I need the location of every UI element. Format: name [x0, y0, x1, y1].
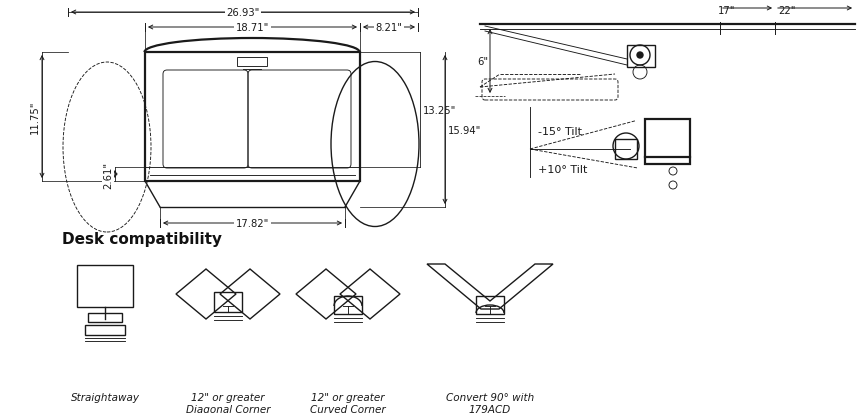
Text: 13.25": 13.25"	[423, 105, 456, 115]
Bar	[145, 53, 360, 182]
Text: 8.21": 8.21"	[376, 23, 403, 33]
Text: Desk compatibility: Desk compatibility	[62, 231, 222, 247]
Text: 12" or greater
Diagonal Corner: 12" or greater Diagonal Corner	[186, 392, 270, 413]
Text: 2.61": 2.61"	[103, 161, 113, 188]
Bar	[77, 266, 133, 307]
Bar	[85, 325, 125, 335]
Text: 6": 6"	[477, 57, 488, 67]
Text: 18.71": 18.71"	[236, 23, 270, 33]
Text: 22": 22"	[778, 6, 796, 16]
Bar	[214, 292, 242, 312]
Text: +10° Tilt: +10° Tilt	[538, 165, 588, 175]
Text: -15° Tilt: -15° Tilt	[538, 127, 582, 137]
Bar	[88, 313, 122, 322]
Text: 11.75": 11.75"	[30, 100, 40, 134]
Circle shape	[637, 53, 643, 59]
Text: Convert 90° with
179ACD: Convert 90° with 179ACD	[446, 392, 534, 413]
Text: 15.94": 15.94"	[448, 125, 481, 135]
Text: 17": 17"	[718, 6, 735, 16]
Bar	[237, 58, 267, 67]
Text: 17.82": 17.82"	[236, 218, 270, 228]
Bar	[334, 296, 362, 314]
Text: 12" or greater
Curved Corner: 12" or greater Curved Corner	[310, 392, 386, 413]
Bar	[476, 296, 504, 314]
Bar	[627, 46, 655, 68]
Text: 26.93": 26.93"	[226, 8, 260, 18]
Text: Straightaway: Straightaway	[71, 392, 139, 402]
